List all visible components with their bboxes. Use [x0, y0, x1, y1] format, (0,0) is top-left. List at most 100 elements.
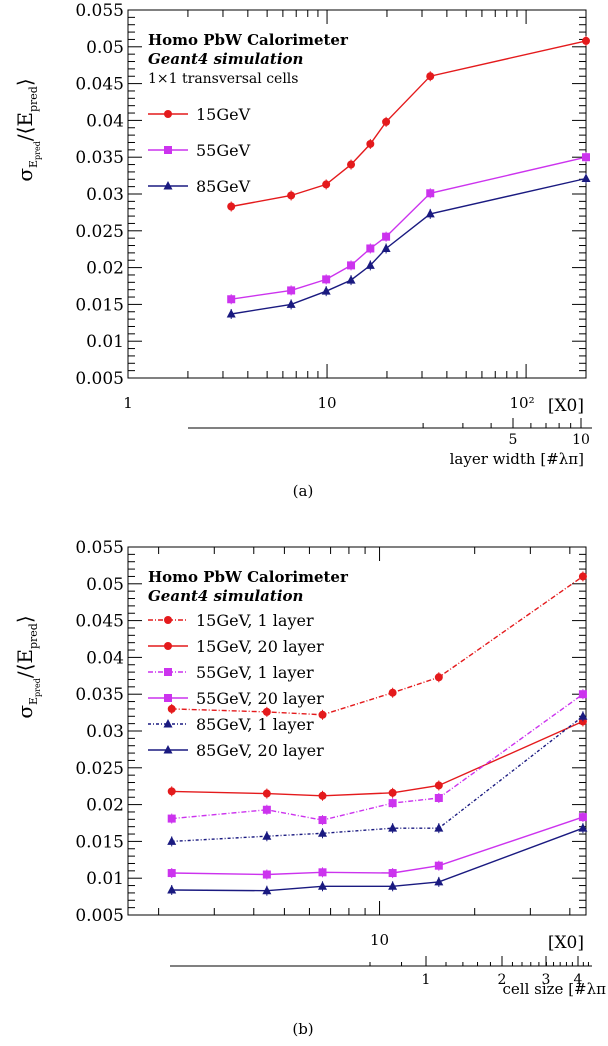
data-point	[167, 787, 176, 796]
x-tick-label: 10	[370, 931, 389, 949]
data-point	[318, 791, 327, 800]
data-point	[578, 711, 588, 720]
data-point	[381, 243, 391, 252]
secondary-tick-label: 5	[509, 432, 518, 448]
x-axis-title: [X0]	[548, 396, 584, 416]
data-point	[262, 805, 271, 814]
y-tick-label: 0.04	[86, 111, 124, 131]
data-point	[227, 202, 236, 211]
series-85gev-20-layer	[167, 823, 588, 896]
y-tick-label: 0.04	[86, 648, 124, 668]
data-point	[434, 876, 444, 886]
legend-label: 15GeV, 20 layer	[196, 637, 324, 656]
data-point	[388, 869, 397, 878]
data-point	[167, 884, 177, 894]
legend-marker	[164, 642, 172, 650]
panel-a: 0.005 0.01 0.015 0.02 0.025 0.03 0.035 0.04 0.04…	[13, 1, 592, 468]
chart-subtitle-a: Geant4 simulation	[148, 50, 303, 68]
data-point	[365, 260, 375, 269]
data-point	[366, 139, 375, 148]
data-point	[321, 286, 331, 295]
data-point	[262, 885, 272, 895]
y-tick-label: 0.025	[75, 222, 124, 242]
y-tick-label: 0.05	[86, 38, 124, 58]
secondary-tick-label: 3	[542, 972, 551, 988]
y-tick-label: 0.02	[86, 796, 124, 816]
legend-label: 55GeV	[196, 141, 251, 160]
data-point	[382, 232, 391, 241]
x-tick-label: 1	[123, 394, 133, 412]
secondary-tick-label: 2	[498, 972, 507, 988]
caption-b: (b)	[292, 1020, 313, 1038]
data-point	[388, 788, 397, 797]
secondary-axis-title: cell size [#λπ	[503, 980, 607, 998]
legend-marker	[163, 181, 173, 190]
y-tick-label: 0.01	[86, 332, 124, 352]
y-tick-label: 0.045	[75, 612, 124, 632]
legend-marker	[164, 694, 172, 702]
legend-label: 15GeV, 1 layer	[196, 611, 314, 630]
y-tick-label: 0.015	[75, 295, 124, 315]
caption-a: (a)	[293, 482, 314, 500]
data-point	[434, 823, 444, 832]
data-point	[582, 36, 590, 45]
data-point	[346, 275, 356, 284]
data-point	[262, 789, 271, 798]
legend-marker	[164, 668, 172, 676]
data-point	[366, 244, 375, 253]
data-point	[388, 881, 398, 890]
data-point	[388, 823, 398, 832]
secondary-tick-label: 4	[574, 972, 583, 988]
chart-title-a: Homo PbW Calorimeter	[148, 31, 349, 49]
y-tick-label: 0.005	[75, 906, 124, 926]
panel-b: 0.005 0.01 0.015 0.02 0.025 0.03 0.035 0.04 0.04…	[13, 538, 606, 998]
series-line	[171, 720, 584, 797]
legend-marker	[164, 110, 172, 118]
y-tick-label: 0.055	[75, 538, 124, 558]
legend-marker	[163, 745, 173, 754]
legend-label: 15GeV	[196, 105, 251, 124]
data-point	[347, 160, 356, 169]
y-tick-label: 0.05	[86, 575, 124, 595]
data-point	[347, 261, 356, 270]
y-tick-label: 0.035	[75, 148, 124, 168]
data-point	[226, 308, 236, 318]
y-axis-title: σEpred/⟨Epred⟩	[13, 615, 42, 718]
y-tick-label: 0.01	[86, 869, 124, 889]
data-point	[318, 828, 328, 837]
series-line	[171, 693, 584, 821]
chart-title-b: Homo PbW Calorimeter	[148, 568, 349, 586]
data-point	[578, 813, 587, 822]
legend-marker	[164, 616, 172, 624]
data-point	[582, 153, 590, 162]
y-tick-label: 0.055	[75, 1, 124, 21]
y-tick-label: 0.025	[75, 759, 124, 779]
secondary-tick-label: 10	[572, 432, 590, 448]
legend-marker	[164, 146, 172, 154]
series-line	[231, 177, 587, 315]
series-line	[171, 816, 584, 876]
data-point	[167, 836, 177, 845]
y-tick-label: 0.03	[86, 722, 124, 742]
series-55gev-20-layer	[167, 812, 587, 880]
secondary-axis-title: layer width [#λπ]	[450, 450, 584, 468]
data-point	[388, 799, 397, 808]
data-point	[382, 117, 391, 126]
data-point	[578, 690, 587, 699]
series-line	[231, 40, 587, 208]
data-point	[434, 793, 443, 802]
data-point	[578, 572, 587, 581]
data-point	[287, 286, 296, 295]
data-point	[322, 275, 331, 284]
data-point	[434, 861, 443, 870]
data-point	[286, 299, 296, 308]
data-point	[578, 823, 588, 832]
data-point	[262, 707, 271, 716]
chart-subtitle-b: Geant4 simulation	[148, 587, 303, 605]
series-55gev	[227, 152, 590, 305]
series-line	[171, 575, 584, 716]
legend-label: 85GeV	[196, 177, 251, 196]
data-point	[167, 704, 176, 713]
data-point	[287, 191, 296, 200]
